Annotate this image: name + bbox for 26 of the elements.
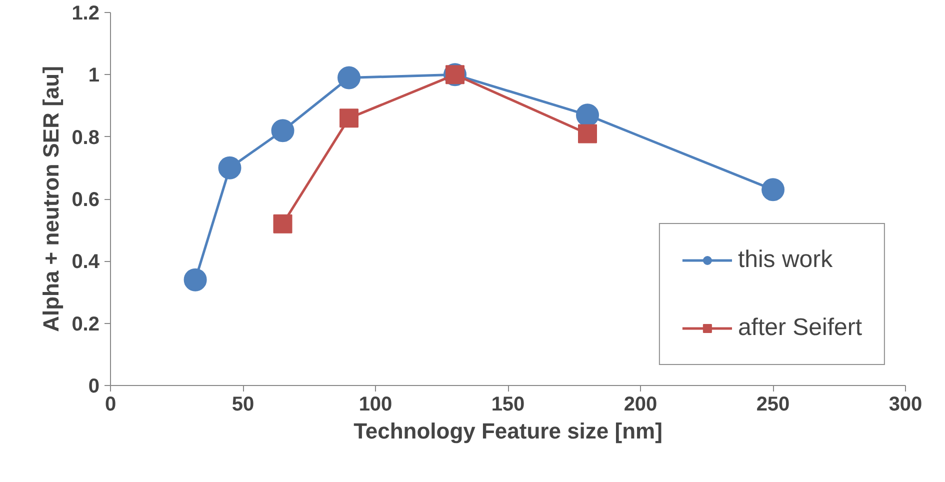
x-tick-label: 250 [756, 394, 790, 416]
y-tick-label: 1 [88, 64, 100, 87]
y-tick-label: 0 [88, 376, 100, 398]
point [578, 124, 597, 144]
point [340, 108, 358, 128]
x-tick-label: 50 [232, 394, 254, 416]
x-tick-label: 300 [888, 394, 922, 416]
x-axis-title: Technology Feature size [nm] [354, 418, 662, 444]
x-tick-label: 100 [358, 394, 392, 416]
y-tick-label: 0.8 [72, 126, 100, 149]
point [338, 66, 360, 90]
point [271, 119, 294, 142]
y-tick-label: 0.2 [72, 313, 100, 336]
legend-label: after Seifert [738, 314, 862, 342]
y-tick-label: 0.4 [72, 251, 100, 274]
x-tick-label: 200 [624, 394, 658, 416]
y-axis-title: Alpha + neutron SER [au] [38, 66, 64, 332]
point [218, 156, 242, 180]
point [273, 214, 292, 234]
x-tick-label: 0 [104, 394, 116, 416]
point [184, 268, 207, 292]
point [762, 178, 784, 202]
legend-label: this work [738, 246, 833, 274]
y-tick-label: 0.6 [72, 189, 100, 211]
y-tick-label: 1.2 [72, 2, 100, 24]
x-tick-label: 150 [491, 394, 525, 416]
